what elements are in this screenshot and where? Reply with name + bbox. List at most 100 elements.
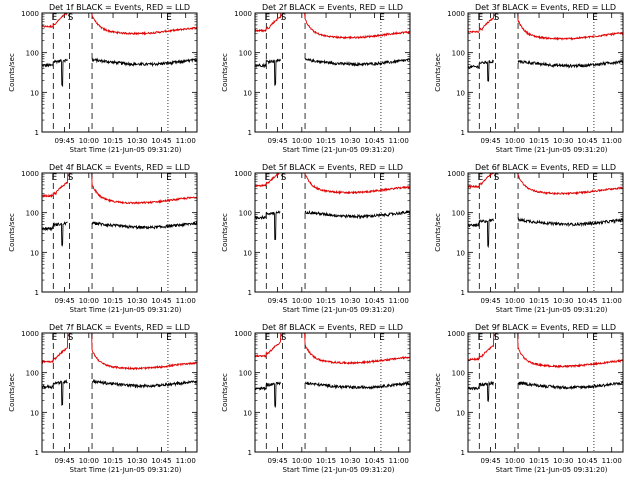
lld-series-line	[41, 12, 198, 36]
y-tick-label: 1000	[21, 330, 39, 338]
chart-panel: Det 2f BLACK = Events, RED = LLD 1 10 100 10…	[221, 3, 411, 154]
chart-title: Det 1f BLACK = Events, RED = LLD	[49, 3, 190, 12]
x-tick-label: 10:30	[340, 297, 360, 305]
x-tick-label: 10:45	[151, 297, 171, 305]
y-tick-label: 10	[30, 249, 39, 257]
chart-title: Det 7f BLACK = Events, RED = LLD	[49, 323, 190, 332]
lld-series-line	[467, 172, 624, 196]
events-series-line	[254, 380, 411, 409]
x-tick-label: 10:00	[292, 297, 312, 305]
y-tick-label: 1000	[447, 170, 465, 178]
marker-label: E	[477, 173, 483, 183]
y-tick-label: 1	[35, 449, 39, 457]
marker-label: S	[281, 333, 287, 343]
x-tick-label: 10:45	[577, 297, 597, 305]
lld-series-line	[467, 332, 624, 369]
marker-label: E	[264, 13, 270, 23]
plot-frame	[41, 172, 198, 293]
x-tick-label: 09:45	[268, 457, 288, 465]
lld-series-line	[41, 332, 198, 371]
y-tick-label: 1000	[234, 10, 252, 18]
x-tick-label: 10:15	[529, 297, 549, 305]
y-axis-label: Counts/sec	[434, 53, 442, 92]
x-tick-label: 10:15	[316, 457, 336, 465]
marker-label: S	[68, 13, 74, 23]
y-tick-label: 10	[456, 249, 465, 257]
y-axis-label: Counts/sec	[221, 53, 229, 92]
chart-panel: Det 3f BLACK = Events, RED = LLD 1 10 100 10…	[434, 3, 624, 154]
x-tick-label: 09:45	[55, 297, 75, 305]
plot-frame	[254, 12, 411, 133]
chart-title: Det 4f BLACK = Events, RED = LLD	[49, 163, 190, 172]
plot-frame	[254, 332, 411, 453]
x-tick-label: 10:45	[364, 457, 384, 465]
x-axis-label: Start Time (21-Jun-05 09:31:20)	[496, 466, 608, 474]
x-tick-label: 11:00	[602, 137, 622, 145]
y-tick-label: 100	[239, 50, 252, 58]
marker-label: E	[477, 13, 483, 23]
marker-label: S	[281, 13, 287, 23]
marker-label: E	[592, 173, 598, 183]
y-tick-label: 100	[26, 370, 39, 378]
plot-frame	[254, 172, 411, 293]
chart-title: Det 9f BLACK = Events, RED = LLD	[475, 323, 616, 332]
y-tick-label: 1	[35, 289, 39, 297]
lld-series-line	[254, 332, 411, 365]
x-tick-label: 10:00	[292, 457, 312, 465]
marker-label: E	[51, 13, 57, 23]
chart-panel: Det 4f BLACK = Events, RED = LLD 1 10 100 10…	[8, 163, 198, 314]
lld-series-line	[41, 172, 198, 205]
plot-frame	[467, 332, 624, 453]
chart-panel: Det 9f BLACK = Events, RED = LLD 1 10 100 10…	[434, 323, 624, 474]
marker-label: S	[494, 333, 500, 343]
marker-label: E	[379, 13, 385, 23]
events-series-line	[254, 209, 411, 241]
y-axis-label: Counts/sec	[8, 213, 16, 252]
x-tick-label: 10:00	[505, 297, 525, 305]
x-tick-label: 10:45	[151, 457, 171, 465]
x-axis-label: Start Time (21-Jun-05 09:31:20)	[496, 146, 608, 154]
y-tick-label: 1	[461, 289, 465, 297]
marker-label: S	[494, 173, 500, 183]
marker-label: E	[51, 333, 57, 343]
x-axis-label: Start Time (21-Jun-05 09:31:20)	[70, 306, 182, 314]
marker-label: E	[592, 333, 598, 343]
x-tick-label: 10:15	[103, 137, 123, 145]
y-tick-label: 100	[26, 50, 39, 58]
x-axis-label: Start Time (21-Jun-05 09:31:20)	[70, 466, 182, 474]
marker-label: E	[379, 173, 385, 183]
y-tick-label: 1	[248, 129, 252, 137]
lld-series-line	[254, 12, 411, 40]
y-axis-label: Counts/sec	[221, 373, 229, 412]
marker-label: S	[494, 13, 500, 23]
marker-label: E	[477, 333, 483, 343]
x-tick-label: 10:45	[151, 137, 171, 145]
x-tick-label: 11:00	[389, 137, 409, 145]
y-tick-label: 10	[30, 409, 39, 417]
chart-panel: Det 6f BLACK = Events, RED = LLD 1 10 100 10…	[434, 163, 624, 314]
y-tick-label: 1000	[234, 330, 252, 338]
y-tick-label: 1	[461, 129, 465, 137]
x-axis-label: Start Time (21-Jun-05 09:31:20)	[283, 466, 395, 474]
y-tick-label: 100	[239, 210, 252, 218]
marker-label: S	[68, 173, 74, 183]
x-tick-label: 10:00	[505, 137, 525, 145]
events-series-line	[254, 57, 411, 86]
x-tick-label: 09:45	[481, 457, 501, 465]
x-tick-label: 10:30	[553, 137, 573, 145]
x-tick-label: 10:00	[79, 137, 99, 145]
x-axis-label: Start Time (21-Jun-05 09:31:20)	[70, 146, 182, 154]
y-tick-label: 10	[456, 89, 465, 97]
x-tick-label: 11:00	[176, 137, 196, 145]
events-series-line	[467, 58, 624, 82]
marker-label: E	[166, 173, 172, 183]
y-tick-label: 10	[243, 409, 252, 417]
x-tick-label: 09:45	[481, 137, 501, 145]
x-tick-label: 10:30	[127, 297, 147, 305]
x-tick-label: 10:00	[79, 297, 99, 305]
x-tick-label: 10:15	[529, 137, 549, 145]
x-tick-label: 10:00	[79, 457, 99, 465]
marker-label: E	[166, 333, 172, 343]
x-tick-label: 10:30	[553, 297, 573, 305]
